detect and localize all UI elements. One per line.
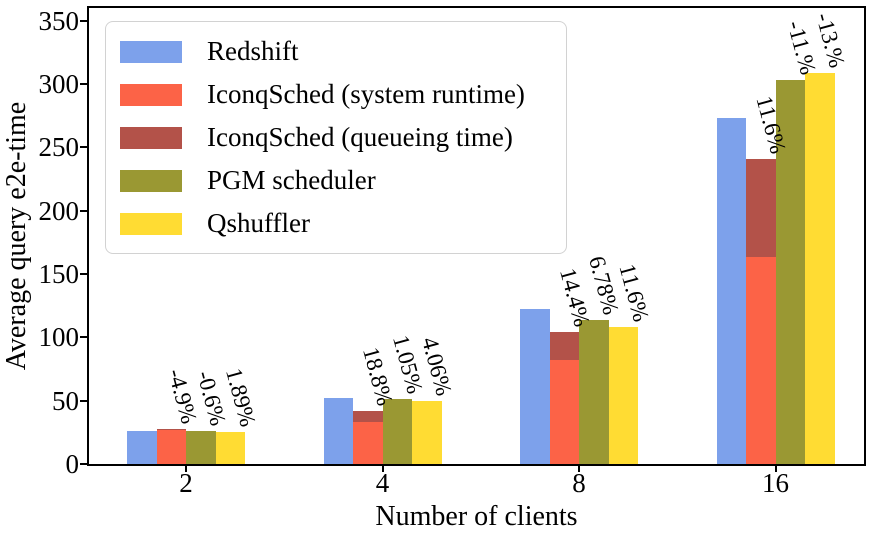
legend-swatch-icon	[120, 212, 182, 235]
bar-iconqsched-runtime-8	[549, 360, 579, 464]
legend-item: Qshuffler	[120, 202, 552, 245]
bar-qshuffler-16	[805, 73, 835, 464]
bar-pgm-scheduler-4	[382, 398, 412, 464]
x-tick-label-4: 4	[375, 468, 390, 498]
y-tick-label-150: 150	[38, 259, 80, 289]
y-tick-label-250: 250	[38, 132, 80, 163]
legend-item: IconqSched (queueing time)	[120, 116, 552, 159]
x-tick-16	[774, 464, 777, 472]
pct-label-8-2: 6.78%	[584, 253, 624, 318]
y-tick-350	[80, 19, 89, 22]
bar-pgm-scheduler-16	[775, 80, 805, 464]
y-tick-150	[80, 273, 89, 275]
legend-item-label: IconqSched (queueing time)	[207, 122, 513, 152]
x-tick-8	[578, 464, 580, 472]
bar-iconqsched-queueing-2	[156, 429, 186, 431]
bar-iconqsched-runtime-16	[746, 256, 776, 464]
legend-swatch-icon	[120, 169, 182, 192]
y-tick-100	[80, 336, 89, 339]
legend-swatch-icon	[120, 83, 182, 106]
plot-area: Redshift IconqSched (system runtime) Iconq…	[39, 6, 866, 498]
x-tick-2	[185, 464, 187, 472]
pct-label-8-3: 11.6%	[614, 261, 654, 325]
x-tick-label-2: 2	[179, 468, 193, 498]
legend-item-label: Redshift	[207, 36, 299, 66]
bar-pgm-scheduler-8	[579, 319, 609, 464]
legend-item: PGM scheduler	[120, 159, 552, 202]
bar-qshuffler-4	[412, 400, 442, 464]
y-tick-label-100: 100	[38, 322, 80, 353]
x-tick-4	[381, 464, 384, 472]
bar-iconqsched-runtime-4	[353, 421, 383, 464]
bar-iconqsched-queueing-16	[746, 158, 776, 257]
bar-redshift-4	[323, 398, 353, 464]
y-tick-label-350: 350	[38, 5, 80, 36]
legend-swatch-icon	[120, 40, 182, 63]
bar-redshift-2	[127, 431, 157, 464]
y-tick-label-50: 50	[52, 385, 79, 416]
y-tick-50	[80, 399, 89, 402]
bar-pgm-scheduler-2	[186, 430, 216, 464]
bar-qshuffler-8	[608, 327, 638, 464]
bar-qshuffler-2	[215, 431, 245, 464]
y-tick-250	[80, 146, 89, 149]
bar-iconqsched-queueing-8	[549, 331, 579, 361]
y-tick-label-0: 0	[65, 449, 80, 479]
legend-item-label: Qshuffler	[207, 208, 310, 238]
legend-item: Redshift	[120, 30, 552, 73]
legend: Redshift IconqSched (system runtime) Iconq…	[105, 21, 567, 254]
y-tick-label-300: 300	[38, 69, 80, 99]
bar-iconqsched-queueing-4	[353, 410, 383, 422]
bar-redshift-8	[520, 309, 550, 464]
legend-swatch-icon	[120, 126, 182, 149]
legend-item: IconqSched (system runtime)	[120, 73, 552, 116]
x-tick-label-8: 8	[572, 468, 586, 498]
legend-item-label: PGM scheduler	[207, 165, 376, 195]
x-tick-label-16: 16	[762, 468, 789, 498]
legend-item-label: IconqSched (system runtime)	[207, 79, 525, 109]
bar-redshift-16	[716, 118, 746, 464]
y-tick-label-200: 200	[38, 195, 80, 226]
y-tick-200	[80, 209, 89, 212]
x-axis-label: Number of clients	[375, 501, 578, 532]
y-tick-300	[80, 83, 89, 85]
y-tick-0	[80, 463, 89, 465]
bar-iconqsched-runtime-2	[156, 430, 186, 464]
